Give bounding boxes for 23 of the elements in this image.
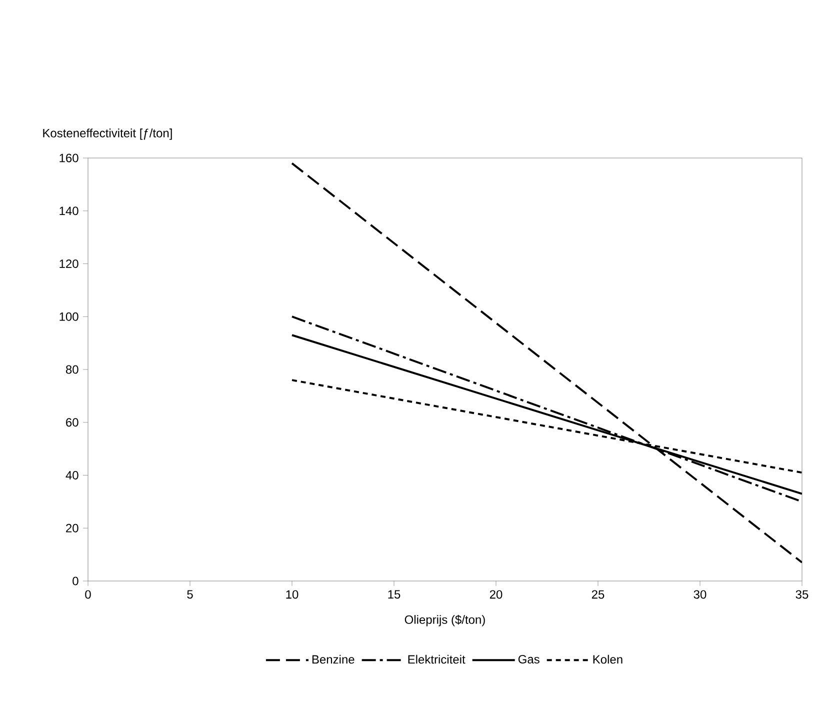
y-tick-label: 160 — [60, 154, 78, 162]
x-tick-label: 5 — [187, 590, 193, 599]
y-axis-title: Kosteneffectiviteit [ƒ/ton] — [43, 128, 172, 140]
y-tick-label: 20 — [66, 524, 78, 532]
legend-label: Gas — [518, 655, 540, 664]
legend-label: Benzine — [312, 654, 354, 664]
y-tick-label: 80 — [66, 365, 78, 374]
x-tick-label: 35 — [796, 590, 808, 599]
y-tick-label: 60 — [66, 418, 78, 427]
legend-label: Elektriciteit — [408, 654, 466, 664]
x-tick-label: 0 — [85, 590, 91, 599]
y-tick-label: 0 — [72, 576, 78, 586]
y-tick-label: 140 — [60, 206, 78, 216]
x-tick-label: 15 — [388, 590, 400, 599]
y-tick-label: 100 — [60, 312, 78, 321]
y-tick-label: 40 — [66, 471, 78, 480]
x-tick-label: 20 — [490, 590, 502, 599]
x-axis-title: Olieprijs ($/ton) — [404, 614, 485, 626]
y-tick-label: 120 — [60, 260, 78, 268]
x-tick-label: 30 — [694, 590, 706, 599]
x-tick-label: 10 — [286, 590, 298, 599]
legend-label: Kolen — [593, 654, 622, 664]
x-tick-label: 25 — [592, 590, 604, 599]
